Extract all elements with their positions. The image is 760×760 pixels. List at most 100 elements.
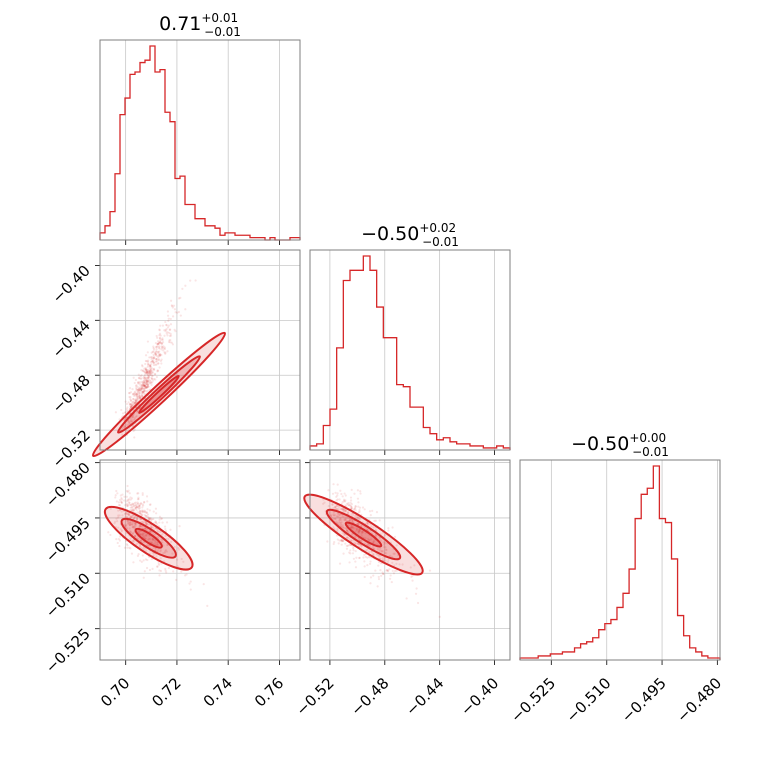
sample-point bbox=[134, 393, 138, 396]
sample-point bbox=[137, 497, 140, 501]
sample-point bbox=[337, 508, 340, 511]
sample-point bbox=[158, 329, 161, 332]
sample-point bbox=[146, 538, 150, 542]
sample-point bbox=[129, 530, 132, 533]
sample-point bbox=[140, 524, 143, 528]
sample-point bbox=[141, 381, 144, 384]
sample-point bbox=[149, 368, 152, 372]
sample-point bbox=[128, 527, 131, 530]
sample-point bbox=[346, 536, 349, 539]
sample-point bbox=[139, 384, 142, 387]
sample-point bbox=[149, 364, 152, 367]
sample-point bbox=[164, 548, 168, 552]
sample-point bbox=[185, 573, 188, 576]
sample-point bbox=[335, 520, 338, 523]
sample-point bbox=[175, 578, 178, 581]
sample-point bbox=[135, 384, 138, 387]
scatter-0-frame bbox=[99, 249, 301, 451]
sample-point bbox=[156, 345, 159, 348]
sample-point bbox=[150, 557, 153, 561]
sample-point bbox=[140, 374, 143, 377]
sample-point bbox=[145, 386, 148, 389]
sample-point bbox=[350, 507, 353, 510]
sample-point bbox=[348, 561, 351, 564]
sample-point bbox=[139, 377, 142, 380]
sample-point bbox=[133, 516, 136, 519]
sample-point bbox=[159, 353, 162, 356]
sample-point bbox=[116, 541, 119, 545]
sample-point bbox=[380, 574, 383, 577]
sample-point bbox=[354, 541, 357, 545]
sample-point bbox=[174, 311, 177, 314]
sample-point bbox=[130, 406, 133, 409]
sample-point bbox=[147, 372, 151, 375]
sample-point bbox=[358, 510, 361, 513]
sample-point bbox=[368, 556, 371, 559]
sample-point bbox=[331, 503, 334, 506]
sample-point bbox=[145, 544, 149, 547]
sample-point bbox=[129, 391, 133, 394]
sample-point bbox=[118, 544, 121, 548]
sample-point bbox=[163, 351, 166, 354]
sample-point bbox=[143, 509, 146, 512]
sample-point bbox=[134, 401, 137, 404]
sample-point bbox=[134, 534, 137, 537]
sample-point bbox=[120, 530, 123, 533]
sample-point bbox=[132, 514, 135, 517]
sample-point bbox=[338, 514, 341, 517]
sample-point bbox=[340, 518, 343, 522]
sample-point bbox=[154, 352, 157, 355]
sample-point bbox=[357, 515, 360, 519]
sample-point bbox=[149, 373, 152, 376]
sample-point bbox=[143, 381, 147, 385]
sample-point bbox=[136, 390, 139, 393]
sample-point bbox=[141, 504, 145, 507]
sample-point bbox=[359, 492, 362, 495]
sample-point bbox=[133, 401, 136, 405]
sample-point bbox=[147, 385, 150, 388]
sample-point bbox=[152, 510, 155, 513]
sample-point bbox=[142, 392, 145, 395]
sample-point bbox=[149, 372, 152, 375]
sample-point bbox=[146, 362, 150, 365]
sample-point bbox=[385, 568, 389, 572]
sample-point bbox=[138, 394, 141, 397]
sample-point bbox=[158, 342, 161, 345]
sample-point bbox=[356, 516, 359, 519]
sample-point bbox=[166, 543, 169, 547]
sample-point bbox=[374, 534, 377, 537]
sample-point bbox=[171, 304, 174, 308]
sample-point bbox=[347, 501, 350, 505]
sample-point bbox=[134, 524, 137, 527]
sample-point bbox=[147, 379, 150, 382]
sample-point bbox=[377, 564, 380, 567]
sample-point bbox=[136, 542, 139, 545]
sample-point bbox=[137, 553, 140, 556]
sample-point bbox=[159, 550, 162, 553]
sample-point bbox=[170, 341, 173, 344]
sample-point bbox=[153, 356, 156, 359]
sample-point bbox=[150, 358, 153, 361]
sample-point bbox=[156, 336, 159, 339]
sample-point bbox=[350, 525, 353, 528]
sample-point bbox=[153, 373, 156, 376]
sample-point bbox=[152, 357, 156, 360]
sample-point bbox=[387, 529, 390, 532]
sample-point bbox=[333, 540, 336, 544]
sample-point bbox=[332, 526, 335, 529]
sample-point bbox=[354, 505, 357, 508]
sample-point bbox=[128, 523, 131, 527]
sample-point bbox=[146, 340, 150, 343]
title-param-1: −0.50+0.02 −0.01 bbox=[361, 221, 459, 249]
sample-point bbox=[117, 509, 120, 512]
sample-point bbox=[323, 501, 326, 504]
sample-point bbox=[351, 539, 354, 542]
sample-point bbox=[126, 520, 130, 524]
sample-point bbox=[148, 374, 151, 377]
sample-point bbox=[144, 362, 147, 366]
sample-point bbox=[145, 522, 149, 525]
sample-point bbox=[414, 592, 418, 595]
sample-point bbox=[157, 356, 160, 359]
sample-point bbox=[134, 522, 137, 525]
sample-point bbox=[135, 400, 138, 404]
